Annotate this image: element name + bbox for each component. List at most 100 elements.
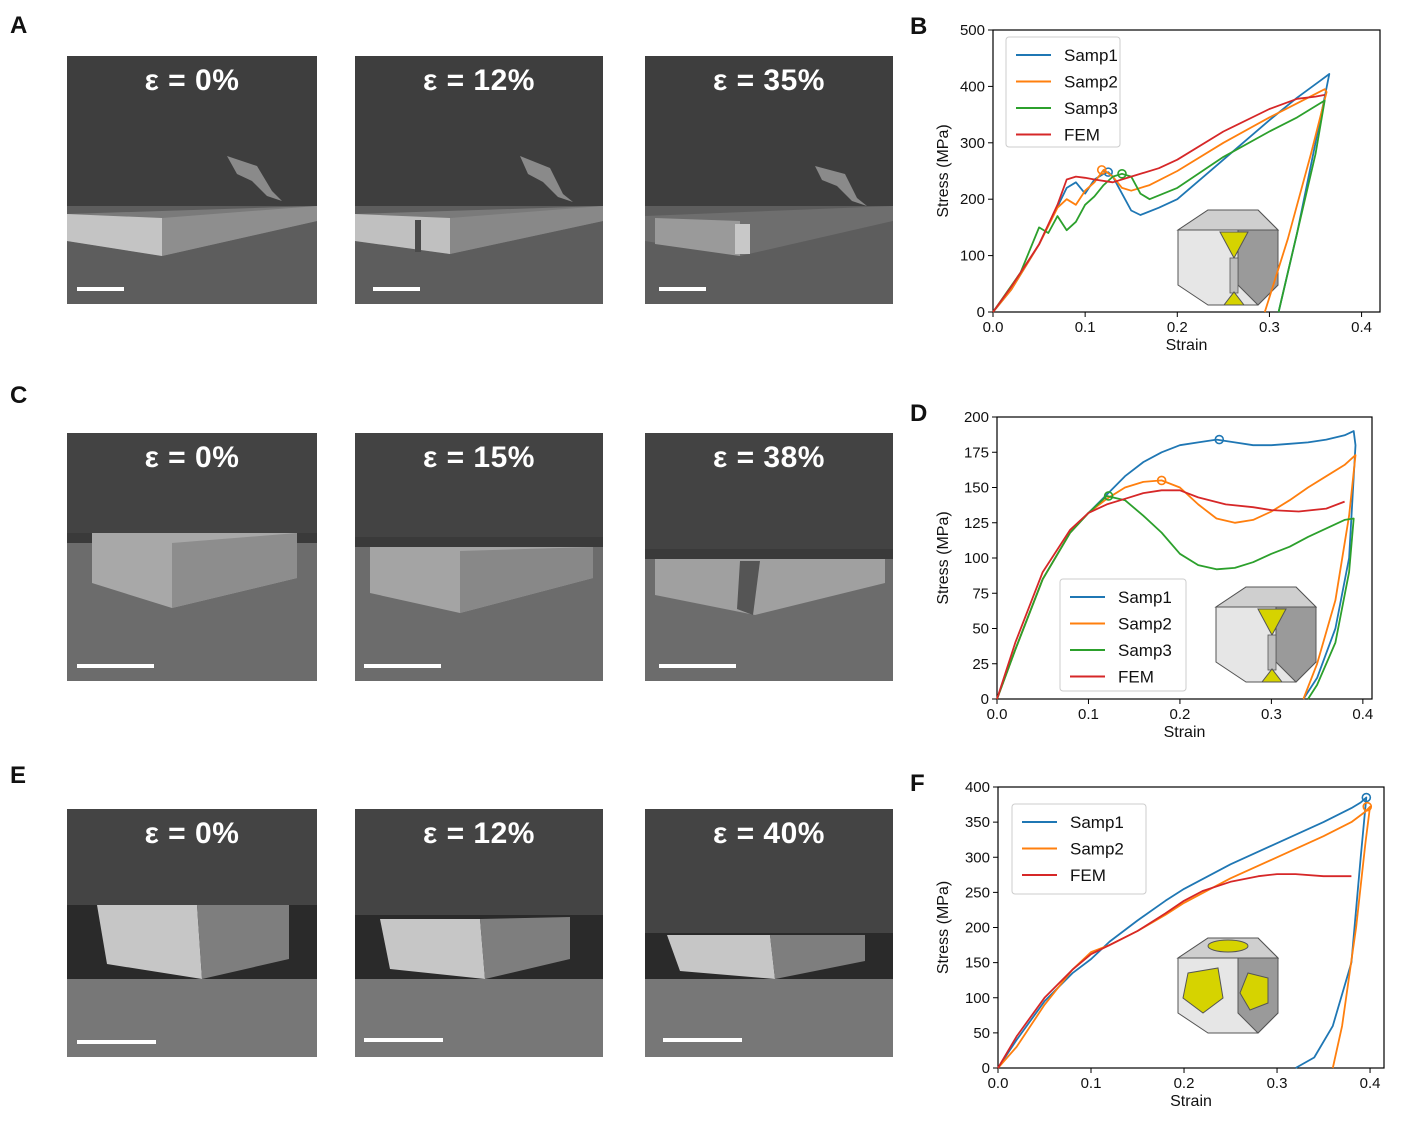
y-tick-label: 50 <box>972 621 989 638</box>
series-line-samp2 <box>992 88 1328 313</box>
series-line-samp3 <box>992 99 1326 313</box>
sem-image-e2: ε = 12% <box>355 809 603 1057</box>
legend-label: Samp2 <box>1064 73 1118 92</box>
chart-svg: D 0.0 0.1 0.2 0.3 0.4 0 25 50 75 100 125 150 175 200 St… <box>910 400 1373 741</box>
axes-frame <box>992 29 1381 313</box>
y-tick-label: 0 <box>982 1060 990 1077</box>
sem-scene <box>67 56 317 304</box>
legend-label: Samp3 <box>1064 99 1118 118</box>
x-tick-label: 0.3 <box>1259 319 1280 336</box>
y-tick-label: 200 <box>965 920 990 937</box>
y-tick-label: 50 <box>973 1025 990 1042</box>
peak-marker-samp2 <box>1096 165 1107 175</box>
legend-label: Samp3 <box>1118 641 1172 660</box>
y-tick-label: 100 <box>960 248 985 265</box>
y-tick-label: 300 <box>960 135 985 152</box>
sem-image-a3: ε = 35% <box>645 56 893 304</box>
y-tick-label: 400 <box>965 779 990 796</box>
sem-scene <box>645 809 893 1057</box>
y-tick-label: 500 <box>960 22 985 39</box>
panel-label: D <box>910 400 927 427</box>
inset-top-face <box>1176 209 1280 231</box>
series-line-fem <box>996 489 1345 700</box>
y-tick-label: 0 <box>977 304 985 321</box>
strain-label: ε = 0% <box>144 817 240 850</box>
sem-image-a1: ε = 0% <box>67 56 317 304</box>
inset-yellow-triangle <box>1219 231 1249 260</box>
peak-marker-samp3 <box>1103 491 1114 501</box>
series-line-fem <box>992 94 1325 313</box>
sem-scene <box>67 809 317 1057</box>
strain-label: ε = 0% <box>144 441 240 474</box>
panel-label-a: A <box>10 12 28 39</box>
peak-marker-samp3 <box>1117 169 1127 179</box>
sem-scene <box>645 433 893 681</box>
x-tick-label: 0.1 <box>1078 706 1099 723</box>
sem-scene <box>355 433 603 681</box>
x-axis-label: Strain <box>1166 337 1208 354</box>
unit-cell-inset <box>1176 209 1280 306</box>
y-tick-label: 400 <box>960 78 985 95</box>
unit-cell-inset <box>1176 937 1280 1034</box>
y-tick-label: 175 <box>964 444 989 461</box>
chart-svg: B 0.0 0.1 0.2 0.3 0.4 0 100 200 300 400 500 Strain St… <box>910 13 1381 354</box>
strain-label: ε = 38% <box>713 441 825 474</box>
y-tick-label: 125 <box>964 515 989 532</box>
inset-opening <box>1207 939 1249 953</box>
panel-label: B <box>910 13 927 40</box>
legend-label: Samp2 <box>1070 840 1124 859</box>
panel-label-c: C <box>10 382 28 409</box>
x-tick-label: 0.1 <box>1075 319 1096 336</box>
x-axis-label: Strain <box>1170 1093 1212 1110</box>
x-tick-label: 0.2 <box>1167 319 1188 336</box>
sem-image-c2: ε = 15% <box>355 433 603 681</box>
y-axis-label: Stress (MPa) <box>935 511 952 604</box>
strain-label: ε = 0% <box>144 64 240 97</box>
series-line-samp1 <box>992 73 1331 313</box>
y-tick-label: 300 <box>965 849 990 866</box>
legend-label: FEM <box>1118 668 1154 687</box>
strain-label: ε = 35% <box>713 64 825 97</box>
legend-label: Samp1 <box>1118 588 1172 607</box>
strain-label: ε = 15% <box>423 441 535 474</box>
y-axis-label: Stress (MPa) <box>935 881 952 974</box>
y-tick-label: 250 <box>965 884 990 901</box>
legend-label: Samp2 <box>1118 615 1172 634</box>
strain-label: ε = 40% <box>713 817 825 850</box>
x-tick-label: 0.2 <box>1169 706 1190 723</box>
strain-label: ε = 12% <box>423 64 535 97</box>
legend-box <box>1059 578 1187 692</box>
y-tick-label: 100 <box>965 990 990 1007</box>
sem-image-e1: ε = 0% <box>67 809 317 1057</box>
y-tick-label: 200 <box>960 191 985 208</box>
inset-top-face <box>1214 586 1318 608</box>
legend-label: Samp1 <box>1064 46 1118 65</box>
chart-svg: F 0.0 0.1 0.2 0.3 0.4 0 50 100 150 200 250 300 350 400… <box>910 770 1385 1110</box>
y-axis-label: Stress (MPa) <box>935 124 952 217</box>
x-axis-label: Strain <box>1164 724 1206 741</box>
sem-scene <box>67 433 317 681</box>
peak-marker-samp1 <box>1214 434 1225 445</box>
inset-yellow-triangle <box>1222 291 1246 306</box>
y-tick-label: 0 <box>981 691 989 708</box>
legend-label: Samp1 <box>1070 813 1124 832</box>
legend-box <box>1011 803 1147 895</box>
sem-image-c3: ε = 38% <box>645 433 893 681</box>
chart-d: D 0.0 0.1 0.2 0.3 0.4 0 25 50 75 100 125 150 175 200 St… <box>910 382 1396 744</box>
inset-edge <box>1229 257 1239 294</box>
sem-image-c1: ε = 0% <box>67 433 317 681</box>
peak-marker-samp2 <box>1362 801 1373 812</box>
sem-image-e3: ε = 40% <box>645 809 893 1057</box>
x-tick-label: 0.2 <box>1174 1075 1195 1092</box>
inset-yellow-triangle <box>1260 668 1284 683</box>
x-tick-label: 0.0 <box>988 1075 1009 1092</box>
y-tick-label: 25 <box>972 656 989 673</box>
unit-cell-inset <box>1214 586 1318 683</box>
strain-label: ε = 12% <box>423 817 535 850</box>
inset-yellow-triangle <box>1257 608 1287 637</box>
sem-image-a2: ε = 12% <box>355 56 603 304</box>
inset-opening <box>1182 967 1224 1014</box>
legend-label: FEM <box>1070 866 1106 885</box>
y-tick-label: 350 <box>965 814 990 831</box>
y-tick-label: 200 <box>964 409 989 426</box>
